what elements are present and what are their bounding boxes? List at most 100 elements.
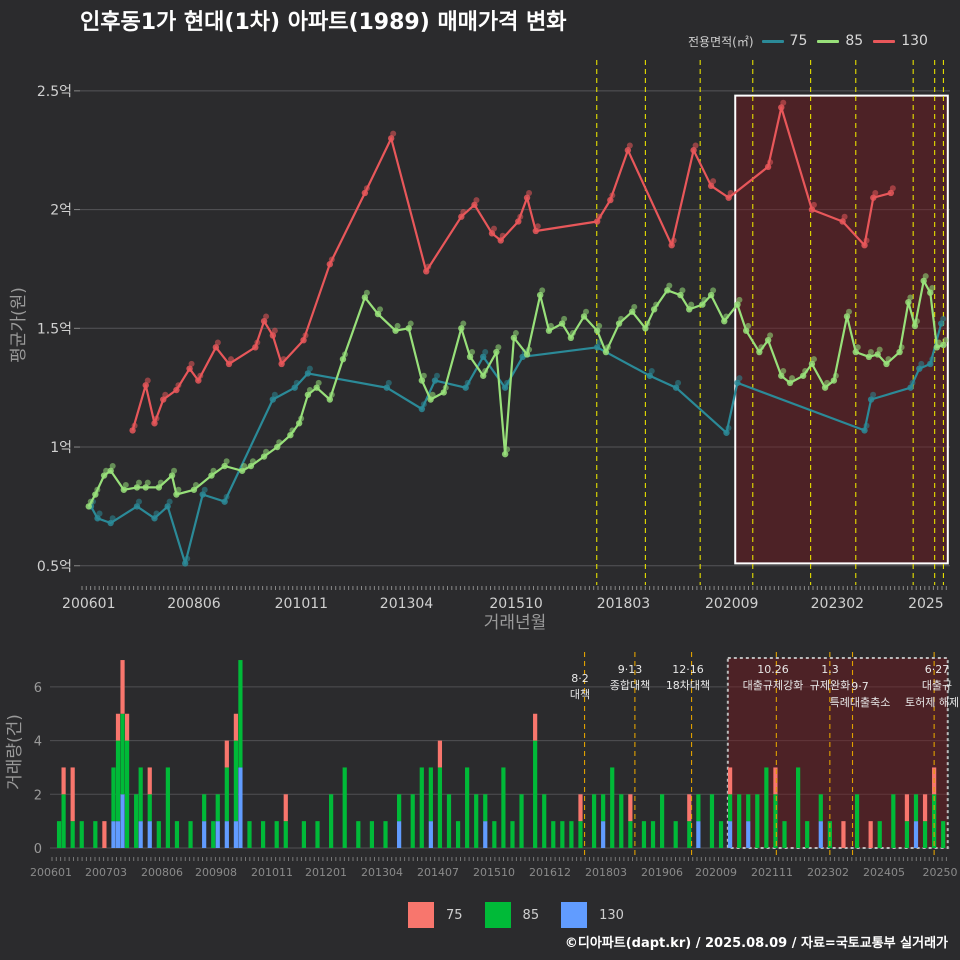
bar-x-tick-label: 202111 (751, 866, 793, 879)
policy-name-label: 종합대책 (610, 679, 650, 692)
highlight-box (734, 94, 949, 565)
bar-y-tick-label: 4 (34, 735, 42, 750)
bar-legend-swatch-75 (408, 902, 434, 928)
data-point-85 (192, 482, 199, 489)
bar-x-tick-label: 200806 (141, 866, 183, 879)
legend-label-75: 75 (789, 33, 808, 49)
bar-legend-item-130: 130 (561, 902, 624, 928)
data-point-130 (870, 194, 877, 201)
data-point-85 (874, 351, 881, 358)
data-point-85 (501, 450, 509, 458)
volume-bar-85 (932, 794, 937, 848)
data-point-75 (672, 384, 680, 391)
bar-legend-item-75: 75 (408, 902, 463, 928)
data-point-130 (195, 377, 202, 384)
volume-bar-85 (569, 821, 574, 848)
data-point-85 (567, 334, 575, 342)
data-point-85 (306, 387, 313, 394)
bar-x-tick-label: 200601 (30, 866, 72, 879)
volume-bar-85 (215, 794, 220, 822)
x-tick-label: 202009 (705, 596, 758, 612)
data-point-130 (300, 336, 307, 344)
data-point-85 (799, 372, 807, 379)
bar-x-tick-label: 201510 (473, 866, 515, 879)
bar-x-tick-label: 202405 (863, 866, 905, 879)
data-point-130 (361, 189, 369, 197)
data-point-75 (734, 379, 741, 387)
data-point-85 (405, 325, 412, 332)
data-point-85 (210, 467, 217, 474)
data-point-75 (940, 315, 947, 322)
data-point-130 (225, 360, 233, 368)
data-point-85 (942, 337, 949, 344)
volume-bar-85 (70, 821, 75, 848)
volume-bar-75 (124, 713, 130, 741)
data-point-85 (208, 472, 215, 479)
volume-bar-130 (111, 821, 116, 848)
data-point-130 (175, 382, 182, 389)
data-point-85 (377, 306, 384, 313)
legend-swatch-75 (761, 39, 784, 43)
data-point-85 (157, 479, 164, 486)
data-point-75 (199, 491, 206, 498)
data-point-130 (872, 189, 879, 196)
data-point-130 (151, 420, 158, 427)
volume-bar-85 (628, 821, 633, 848)
data-point-85 (631, 303, 638, 310)
data-point-85 (298, 415, 305, 422)
data-point-85 (721, 317, 728, 325)
bar-legend-swatch-130 (561, 902, 588, 928)
data-point-130 (173, 386, 180, 394)
volume-bar-130 (120, 794, 125, 848)
policy-name-label: 대책 (570, 688, 590, 701)
data-point-75 (867, 396, 875, 403)
data-point-85 (885, 356, 892, 363)
volume-bar-85 (737, 794, 742, 848)
x-tick-label: 201803 (597, 596, 650, 612)
volume-bar-85 (446, 794, 452, 848)
data-point-130 (534, 223, 541, 230)
data-point-75 (306, 365, 313, 372)
data-point-130 (473, 197, 480, 204)
volume-bar-130 (818, 821, 823, 848)
data-point-75 (291, 384, 298, 391)
data-point-85 (394, 322, 401, 329)
volume-bar-130 (913, 821, 919, 848)
bar-y-tick-label: 6 (34, 681, 42, 696)
volume-bar-85 (188, 821, 193, 848)
data-point-85 (758, 344, 765, 351)
data-point-85 (786, 379, 794, 387)
volume-bar-85 (437, 767, 443, 848)
data-point-130 (668, 242, 675, 249)
volume-bar-85 (61, 794, 66, 848)
volume-bar-85 (854, 794, 860, 848)
policy-name-label: 대출규 (922, 679, 952, 692)
data-point-130 (517, 213, 524, 220)
data-point-130 (889, 185, 896, 192)
data-point-75 (462, 384, 469, 391)
data-point-85 (361, 294, 369, 301)
volume-bar-85 (542, 794, 547, 848)
data-point-85 (326, 396, 334, 403)
data-point-130 (887, 189, 895, 197)
volume-bar-85 (782, 821, 787, 848)
data-point-130 (841, 213, 848, 220)
volume-bar-85 (115, 740, 121, 822)
volume-bar-85 (465, 767, 470, 848)
volume-bar-130 (601, 821, 606, 848)
source-footer: ©디아파트(dapt.kr) / 2025.08.09 / 자료=국토교통부 실… (564, 936, 948, 951)
volume-bar-85 (247, 821, 252, 848)
volume-bar-75 (115, 713, 121, 741)
data-point-85 (363, 289, 370, 296)
data-point-85 (650, 306, 658, 313)
data-point-75 (418, 405, 426, 413)
data-point-85 (883, 360, 890, 368)
data-point-130 (260, 317, 268, 325)
volume-bar-75 (687, 794, 692, 822)
data-point-85 (940, 341, 947, 349)
data-point-85 (142, 484, 149, 491)
volume-bar-85 (202, 794, 207, 822)
data-point-85 (537, 291, 544, 299)
